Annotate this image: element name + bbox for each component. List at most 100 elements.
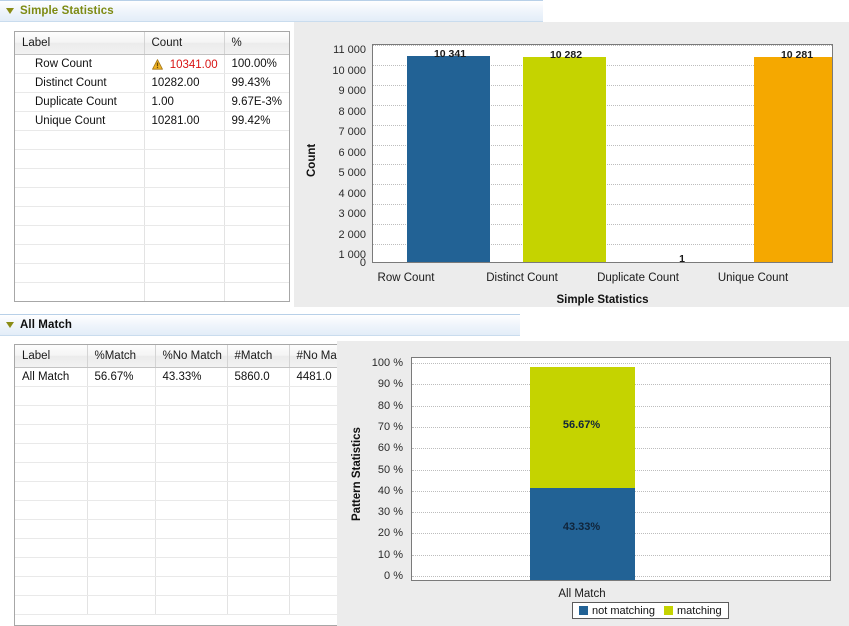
y-tick-label: 1 000 [338,249,366,261]
cell-empty [224,225,289,245]
cell-empty [144,168,225,188]
all-match-body: All Match 56.67% 43.33% 5860.0 4481.0 [15,367,347,615]
cell-empty [15,149,145,169]
table-row-empty[interactable] [15,557,347,577]
cell-empty [87,595,156,615]
x-tick-label: All Match [558,588,606,600]
column-header-label[interactable]: Label [15,32,145,55]
cell-empty [227,405,290,425]
y-tick-label: 11 000 [333,44,366,56]
column-header-count[interactable]: Count [144,32,225,55]
table-row-empty[interactable] [15,386,347,406]
table-row-empty[interactable] [15,282,289,301]
table-row[interactable]: All Match 56.67% 43.33% 5860.0 4481.0 [15,367,347,387]
table-row-empty[interactable] [15,149,289,169]
cell-empty [289,386,347,406]
table-row[interactable]: Row Count 10341.00 100.00% [15,54,289,74]
table-row-empty[interactable] [15,206,289,226]
all-match-table[interactable]: Label %Match %No Match #Match #No Match … [14,344,348,626]
cell-count: 1.00 [144,92,225,112]
table-row-empty[interactable] [15,500,347,520]
cell-empty [144,263,225,283]
chart-legend[interactable]: not matching matching [572,602,729,619]
section-header-simple-statistics[interactable]: Simple Statistics [0,0,543,22]
plot-area [372,44,833,263]
legend-item-matching[interactable]: matching [663,605,722,617]
table-row-empty[interactable] [15,130,289,150]
cell-empty [155,443,228,463]
cell-pct-match: 56.67% [87,367,156,387]
column-header-num-match[interactable]: #Match [227,345,290,368]
y-axis-title: Count [306,143,318,177]
bar-segment-not-matching[interactable] [530,487,635,580]
table-row-empty[interactable] [15,538,347,558]
legend-item-not-matching[interactable]: not matching [579,605,655,617]
table-row-empty[interactable] [15,225,289,245]
table-row-empty[interactable] [15,576,347,596]
legend-swatch-not-matching [579,606,588,615]
cell-empty [155,595,228,615]
cell-num-no-match: 4481.0 [289,367,347,387]
table-row-empty[interactable] [15,168,289,188]
table-row-empty[interactable] [15,519,347,539]
cell-empty [87,576,156,596]
cell-empty [227,538,290,558]
cell-percent: 9.67E-3% [224,92,289,112]
table-row[interactable]: Unique Count 10281.00 99.42% [15,111,289,131]
cell-empty [144,149,225,169]
bar-unique-count[interactable] [754,57,832,262]
cell-empty [87,519,156,539]
table-row-empty[interactable] [15,263,289,283]
cell-empty [87,557,156,577]
cell-empty [155,538,228,558]
cell-empty [224,130,289,150]
table-row-empty[interactable] [15,595,347,615]
cell-empty [224,282,289,301]
bar-row-count[interactable] [407,56,490,262]
cell-empty [289,519,347,539]
bar-segment-matching[interactable] [530,367,635,488]
y-tick-label: 4 000 [338,187,366,200]
y-tick-label: 6 000 [338,146,366,159]
table-row-empty[interactable] [15,244,289,264]
y-tick-label: 0 % [384,570,403,582]
cell-empty [289,576,347,596]
collapse-triangle-icon[interactable] [6,322,14,328]
all-match-chart[interactable]: 100 % 90 % 80 % 70 % 60 % 50 % 40 % 30 %… [337,341,849,626]
simple-statistics-chart[interactable]: 11 000 10 000 9 000 8 000 7 000 6 000 5 … [294,22,849,307]
table-header-row: Label %Match %No Match #Match #No Match [15,345,347,368]
plot-area [411,357,831,581]
table-row-empty[interactable] [15,424,347,444]
table-row[interactable]: Distinct Count 10282.00 99.43% [15,73,289,93]
gridline [412,363,830,364]
y-tick-label: 10 % [377,548,403,561]
y-tick-label: 50 % [377,463,403,476]
column-header-num-no-match[interactable]: #No Match [289,345,347,368]
column-header-label[interactable]: Label [15,345,88,368]
table-row-empty[interactable] [15,187,289,207]
legend-swatch-matching [663,606,673,615]
table-row-empty[interactable] [15,462,347,482]
bar-duplicate-count[interactable] [639,261,722,262]
table-row-empty[interactable] [15,301,290,302]
collapse-triangle-icon[interactable] [6,8,14,14]
table-row[interactable]: Duplicate Count 1.00 9.67E-3% [15,92,289,112]
column-header-percent[interactable]: % [224,32,289,55]
table-row-empty[interactable] [15,405,347,425]
simple-statistics-grid: Label Count % Row Count [15,32,290,302]
cell-label: Row Count [15,54,145,74]
table-row-empty[interactable] [15,481,347,501]
table-row-empty[interactable] [15,443,347,463]
y-tick-label: 0 [359,256,366,269]
cell-empty [224,187,289,207]
cell-empty [227,500,290,520]
cell-empty [144,225,225,245]
section-header-all-match[interactable]: All Match [0,314,520,336]
bar-distinct-count[interactable] [523,57,606,262]
simple-statistics-table[interactable]: Label Count % Row Count [14,31,290,302]
column-header-pct-no-match[interactable]: %No Match [155,345,228,368]
x-tick-label: Duplicate Count [597,272,679,284]
cell-empty [155,519,228,539]
column-header-pct-match[interactable]: %Match [87,345,156,368]
